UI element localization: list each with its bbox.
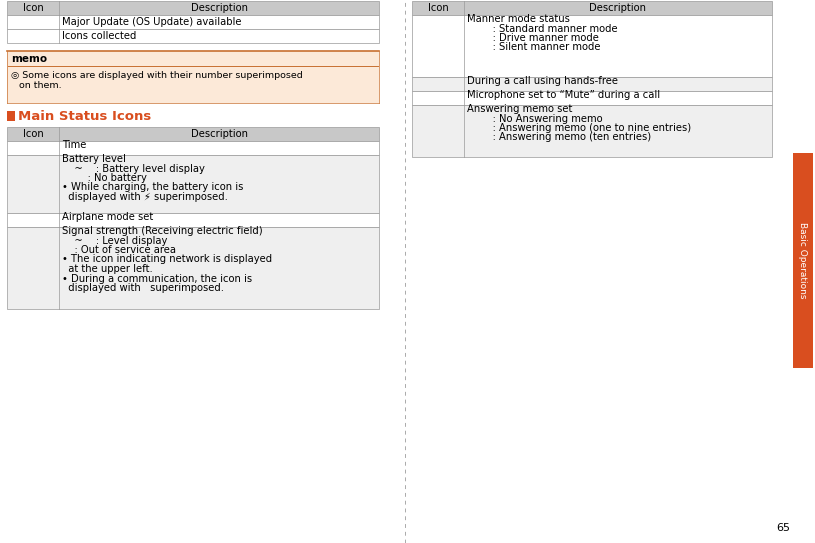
Text: : Answering memo (ten entries): : Answering memo (ten entries): [467, 132, 651, 142]
Bar: [412, 15, 772, 77]
Text: Description: Description: [191, 3, 248, 13]
Text: displayed with ⚡ superimposed.: displayed with ⚡ superimposed.: [62, 192, 228, 202]
Text: Main Status Icons: Main Status Icons: [18, 110, 152, 123]
Bar: [793, 153, 813, 368]
Bar: [7, 155, 379, 213]
Text: • During a communication, the icon is: • During a communication, the icon is: [62, 274, 252, 283]
Text: : Drive manner mode: : Drive manner mode: [467, 33, 599, 43]
Text: : Out of service area: : Out of service area: [62, 245, 176, 255]
Text: Battery level: Battery level: [62, 154, 126, 164]
Text: Icons collected: Icons collected: [62, 31, 136, 41]
Bar: [412, 91, 772, 105]
Bar: [412, 105, 772, 157]
Text: ~  : Level display: ~ : Level display: [62, 236, 167, 245]
Text: Description: Description: [589, 3, 646, 13]
Text: Microphone set to “Mute” during a call: Microphone set to “Mute” during a call: [467, 90, 660, 100]
Text: Basic Operations: Basic Operations: [799, 222, 808, 299]
Text: • The icon indicating network is displayed: • The icon indicating network is display…: [62, 255, 272, 264]
Text: : Answering memo (one to nine entries): : Answering memo (one to nine entries): [467, 123, 691, 133]
Text: Description: Description: [191, 129, 248, 139]
Bar: [412, 1, 772, 15]
Bar: [412, 77, 772, 91]
Bar: [7, 15, 379, 29]
Text: Time: Time: [62, 140, 86, 150]
Text: Signal strength (Receiving electric field): Signal strength (Receiving electric fiel…: [62, 226, 262, 236]
Bar: [7, 141, 379, 155]
Text: Icon: Icon: [23, 3, 43, 13]
Text: Major Update (OS Update) available: Major Update (OS Update) available: [62, 17, 241, 27]
Text: Answering memo set: Answering memo set: [467, 104, 572, 114]
Text: Icon: Icon: [23, 129, 43, 139]
Text: : No Answering memo: : No Answering memo: [467, 113, 602, 123]
Text: on them.: on them.: [19, 81, 62, 91]
Text: memo: memo: [11, 54, 47, 64]
Text: Manner mode status: Manner mode status: [467, 14, 570, 24]
Text: 65: 65: [776, 523, 790, 533]
Text: displayed with   superimposed.: displayed with superimposed.: [62, 283, 224, 293]
Bar: [7, 213, 379, 227]
Text: Airplane mode set: Airplane mode set: [62, 212, 153, 222]
Bar: [7, 29, 379, 43]
Text: : No battery: : No battery: [62, 173, 147, 183]
Text: During a call using hands-free: During a call using hands-free: [467, 76, 618, 86]
Text: ~  : Battery level display: ~ : Battery level display: [62, 163, 205, 174]
Text: Icon: Icon: [428, 3, 448, 13]
Text: • While charging, the battery icon is: • While charging, the battery icon is: [62, 182, 244, 193]
Bar: [7, 51, 379, 103]
Text: : Silent manner mode: : Silent manner mode: [467, 42, 601, 53]
Bar: [7, 227, 379, 309]
Text: at the upper left.: at the upper left.: [62, 264, 152, 274]
Text: : Standard manner mode: : Standard manner mode: [467, 23, 618, 34]
Bar: [7, 1, 379, 15]
Text: ◎ Some icons are displayed with their number superimposed: ◎ Some icons are displayed with their nu…: [11, 71, 302, 79]
Bar: [7, 111, 15, 121]
Bar: [7, 127, 379, 141]
